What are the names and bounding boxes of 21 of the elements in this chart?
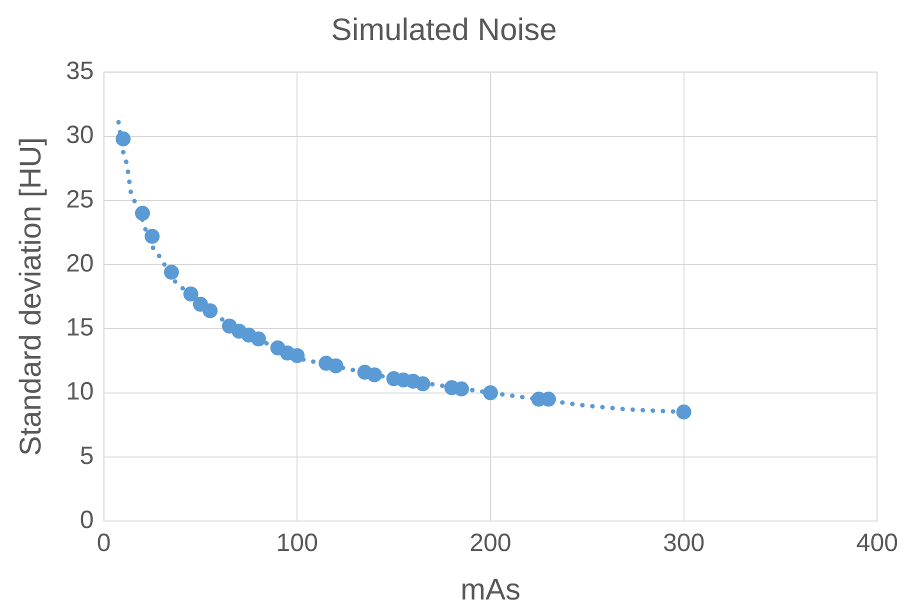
point: [415, 376, 430, 392]
y-tick-label: 5: [80, 442, 94, 470]
y-tick-label: 10: [66, 378, 94, 406]
point: [164, 264, 179, 280]
y-tick-label: 30: [66, 121, 94, 150]
point: [144, 228, 160, 244]
y-tick-label: 0: [80, 506, 94, 534]
chart-title: Simulated Noise: [331, 12, 557, 48]
y-axis-title: Standard deviation [HU]: [14, 137, 48, 456]
point: [183, 286, 198, 302]
x-tick-label: 400: [856, 528, 898, 557]
y-tick-label: 20: [66, 249, 94, 278]
y-tick-label: 15: [66, 314, 94, 342]
x-tick-label: 100: [276, 528, 318, 557]
y-tick-label: 35: [66, 57, 94, 86]
x-axis-title: mAs: [460, 573, 520, 606]
y-tick-label: 25: [66, 185, 94, 214]
x-tick-label: 200: [470, 528, 512, 557]
x-tick-label: 300: [662, 528, 705, 557]
point: [250, 331, 266, 346]
point: [676, 404, 692, 420]
